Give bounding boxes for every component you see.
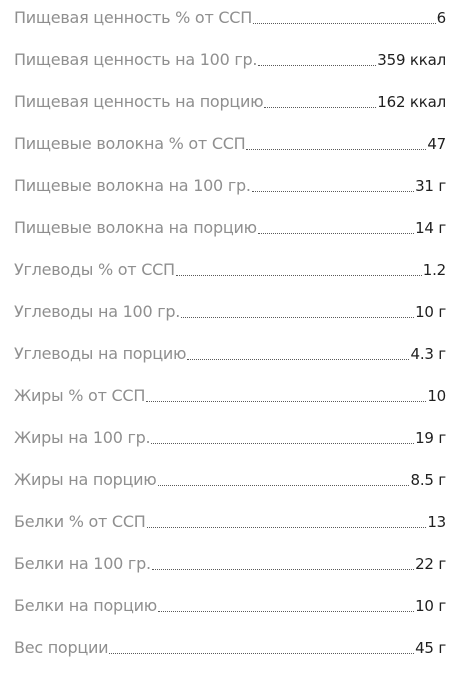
nutrition-row-value: 10 [427,387,446,405]
dotted-leader [257,233,415,234]
nutrition-row-carbs-percent: Углеводы % от ССП 1.2 [14,258,446,280]
nutrition-row-energy-per-serving: Пищевая ценность на порцию 162 ккал [14,90,446,112]
nutrition-row-label: Пищевые волокна на порцию [14,218,257,237]
nutrition-row-value: 47 [427,135,446,153]
nutrition-row-label: Пищевая ценность на 100 гр. [14,50,258,69]
dotted-leader [157,485,410,486]
nutrition-row-label: Жиры % от ССП [14,386,146,405]
dotted-leader [146,401,427,402]
nutrition-row-fat-per-100g: Жиры на 100 гр. 19 г [14,426,446,448]
nutrition-row-fat-percent: Жиры % от ССП 10 [14,384,446,406]
nutrition-row-label: Углеводы на 100 гр. [14,302,181,321]
nutrition-row-label: Углеводы на порцию [14,344,187,363]
nutrition-row-label: Пищевые волокна % от ССП [14,134,246,153]
nutrition-row-label: Пищевая ценность % от ССП [14,8,252,27]
dotted-leader [252,23,436,24]
nutrition-row-label: Вес порции [14,638,109,657]
nutrition-row-serving-weight: Вес порции 45 г [14,636,446,658]
nutrition-row-carbs-per-100g: Углеводы на 100 гр. 10 г [14,300,446,322]
dotted-leader [246,149,427,150]
nutrition-row-fiber-per-serving: Пищевые волокна на порцию 14 г [14,216,446,238]
nutrition-row-value: 31 г [415,177,446,195]
nutrition-row-value: 10 г [415,597,446,615]
dotted-leader [175,275,422,276]
nutrition-row-energy-percent: Пищевая ценность % от ССП 6 [14,6,446,28]
dotted-leader [146,527,427,528]
nutrition-row-protein-per-100g: Белки на 100 гр. 22 г [14,552,446,574]
nutrition-row-value: 8.5 г [410,471,446,489]
nutrition-row-label: Пищевые волокна на 100 гр. [14,176,251,195]
nutrition-row-value: 13 [427,513,446,531]
nutrition-row-protein-per-serving: Белки на порцию 10 г [14,594,446,616]
nutrition-row-label: Углеводы % от ССП [14,260,175,279]
nutrition-row-energy-per-100g: Пищевая ценность на 100 гр. 359 ккал [14,48,446,70]
nutrition-row-value: 22 г [415,555,446,573]
dotted-leader [251,191,415,192]
dotted-leader [157,611,415,612]
nutrition-row-value: 45 г [415,639,446,657]
nutrition-row-label: Жиры на порцию [14,470,157,489]
nutrition-row-value: 10 г [415,303,446,321]
nutrition-row-protein-percent: Белки % от ССП 13 [14,510,446,532]
nutrition-row-label: Белки на 100 гр. [14,554,151,573]
nutrition-row-fiber-percent: Пищевые волокна % от ССП 47 [14,132,446,154]
nutrition-row-value: 19 г [415,429,446,447]
dotted-leader [181,317,415,318]
nutrition-row-value: 4.3 г [410,345,446,363]
nutrition-row-value: 359 ккал [377,51,446,69]
nutrition-row-label: Белки % от ССП [14,512,146,531]
nutrition-row-value: 14 г [415,219,446,237]
nutrition-row-value: 1.2 [422,261,446,279]
nutrition-row-value: 6 [436,9,447,27]
nutrition-row-carbs-per-serving: Углеводы на порцию 4.3 г [14,342,446,364]
dotted-leader [151,569,415,570]
nutrition-row-value: 162 ккал [377,93,446,111]
dotted-leader [264,107,377,108]
dotted-leader [187,359,410,360]
nutrition-row-fiber-per-100g: Пищевые волокна на 100 гр. 31 г [14,174,446,196]
dotted-leader [109,653,415,654]
nutrition-row-label: Пищевая ценность на порцию [14,92,264,111]
nutrition-row-label: Белки на порцию [14,596,157,615]
dotted-leader [258,65,377,66]
dotted-leader [151,443,415,444]
nutrition-row-fat-per-serving: Жиры на порцию 8.5 г [14,468,446,490]
nutrition-row-label: Жиры на 100 гр. [14,428,151,447]
